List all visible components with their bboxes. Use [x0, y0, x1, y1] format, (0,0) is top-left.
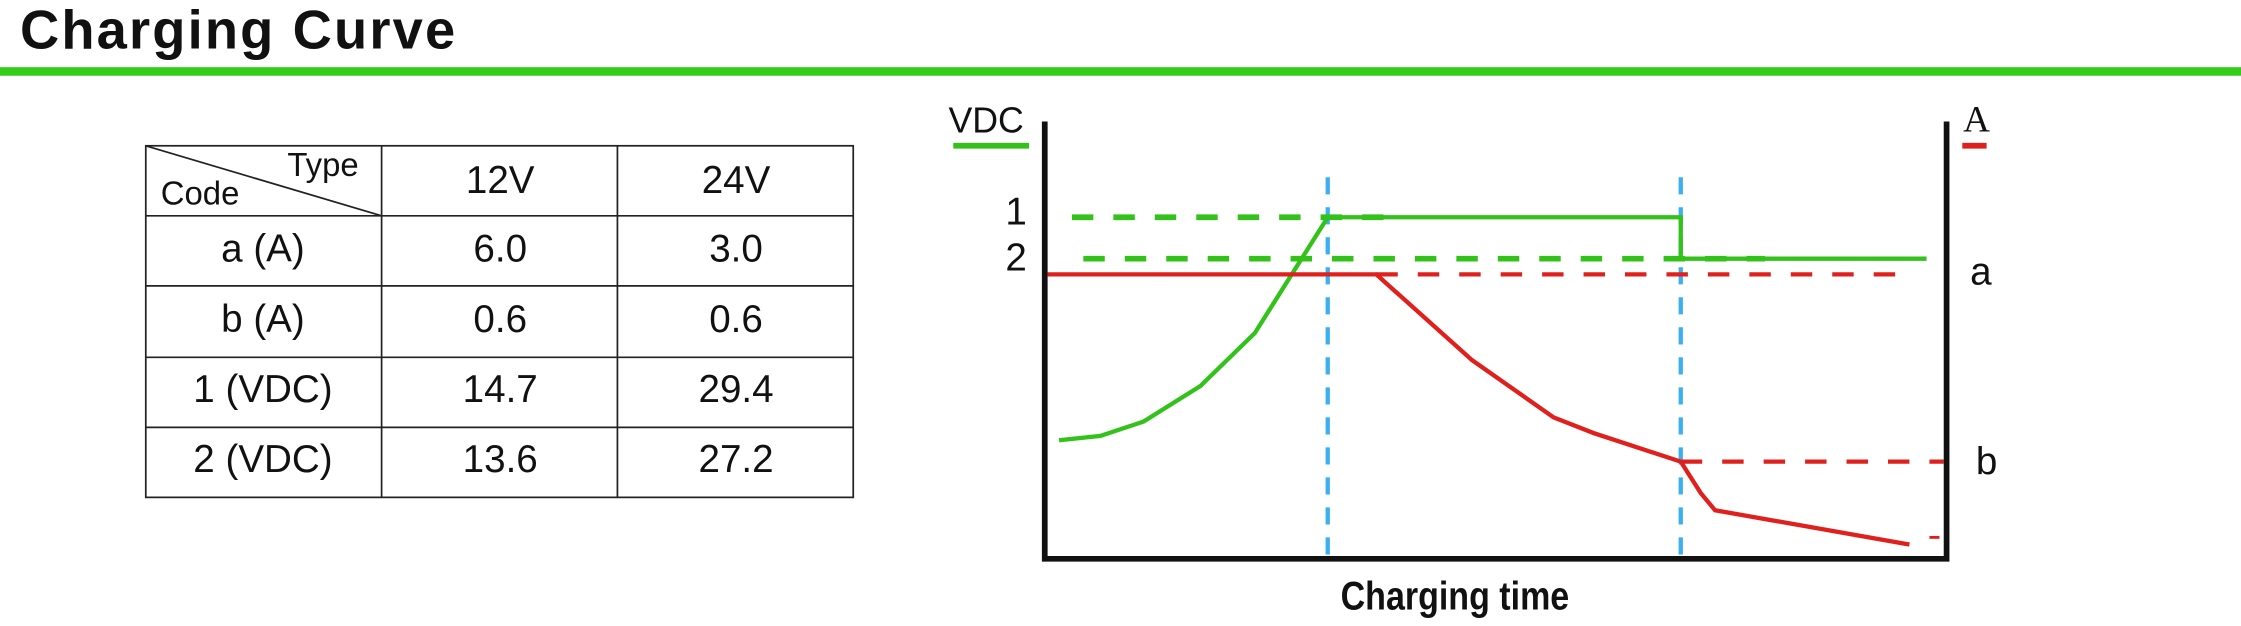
table-body: a (A) 6.0 3.0 b (A) 0.6 0.6 1 (VDC) 14.7 29.4 2 (…: [193, 228, 773, 481]
x-axis-label: Charging time: [1341, 573, 1570, 618]
row-label: 1 (VDC): [193, 368, 332, 411]
row-label: a (A): [221, 228, 305, 271]
table-cell: 0.6: [473, 298, 527, 341]
level-label: 1: [1005, 191, 1026, 234]
column-header: 24V: [702, 159, 771, 202]
right-axis-label: A: [1963, 99, 1990, 140]
spec-table: Type Code 12V 24V a (A) 6.0 3.0 b (A) 0.6 0.6…: [144, 144, 855, 499]
table-cell: 14.7: [463, 368, 538, 411]
level-label: 2: [1005, 236, 1026, 279]
level-label: a: [1970, 251, 1992, 294]
table-cell: 3.0: [709, 228, 763, 271]
table-cell: 6.0: [473, 228, 527, 271]
level-label: b: [1976, 441, 1997, 484]
table-cell: 0.6: [709, 298, 763, 341]
table-diagonal: [145, 144, 382, 217]
table-cell: 29.4: [698, 368, 773, 411]
voltage-curve: [1058, 215, 1927, 443]
column-header: 12V: [466, 159, 535, 202]
page-title: Charging Curve: [20, 0, 457, 61]
corner-code: Code: [161, 174, 240, 211]
table-border: [144, 144, 855, 499]
row-label: b (A): [221, 298, 305, 341]
axes: [1041, 121, 1950, 562]
current-curve: [1047, 272, 1910, 547]
title-rule: [0, 67, 2241, 76]
corner-type: Type: [287, 146, 358, 183]
row-label: 2 (VDC): [193, 438, 332, 481]
table-cell: 27.2: [698, 438, 773, 481]
left-axis-label: VDC: [948, 100, 1023, 140]
table-cell: 13.6: [463, 438, 538, 481]
charging-diagram: [953, 121, 1987, 562]
